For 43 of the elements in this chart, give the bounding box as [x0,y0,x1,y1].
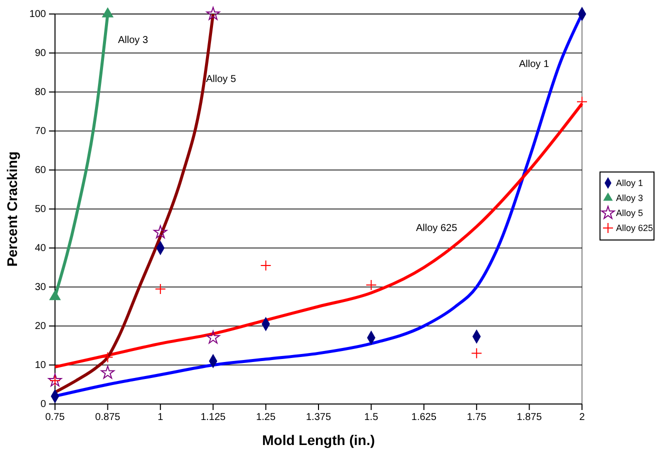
legend-label: Alloy 1 [616,178,644,188]
point [154,225,168,238]
y-tick-label: 100 [29,9,46,20]
y-tick-label: 80 [34,87,46,98]
x-tick-label: 1.5 [364,412,379,424]
point [154,283,166,294]
x-tick-label: 1.625 [411,412,437,424]
x-tick-label: 1.375 [306,412,332,424]
point [260,260,272,272]
x-tick-label: 1.875 [516,412,542,424]
point [100,366,115,379]
x-tick-label: 1.125 [200,412,226,424]
annotation: Alloy 3 [118,35,148,46]
legend-label: Alloy 5 [616,208,644,218]
point [576,96,588,108]
annotation: Alloy 625 [416,223,458,234]
point [102,7,114,18]
y-axis-title: Percent Cracking [4,151,20,267]
point [206,330,220,344]
x-tick-label: 1 [158,412,164,424]
y-tick-label: 20 [34,321,46,332]
y-tick-label: 90 [34,48,46,60]
annotation: Alloy 5 [206,74,236,85]
x-tick-label: 2 [579,412,586,424]
point [471,348,482,359]
x-tick-label: 0.875 [95,412,121,424]
legend-label: Alloy 625 [616,223,654,233]
y-tick-label: 60 [34,165,46,176]
annotation: Alloy 1 [519,59,550,70]
point [102,352,114,363]
x-tick-label: 0.75 [45,412,66,424]
point [206,6,220,20]
y-tick-label: 30 [34,282,46,294]
point [366,280,377,291]
y-tick-label: 10 [34,360,46,372]
x-axis-title: Mold Length (in.) [262,432,375,448]
legend-label: Alloy 3 [616,193,644,203]
y-tick-label: 40 [34,243,46,254]
y-tick-label: 70 [34,126,46,138]
y-tick-label: 50 [34,204,46,216]
y-tick-label: 0 [40,399,46,410]
x-tick-label: 1.75 [466,412,487,424]
x-tick-label: 1.25 [256,412,276,424]
